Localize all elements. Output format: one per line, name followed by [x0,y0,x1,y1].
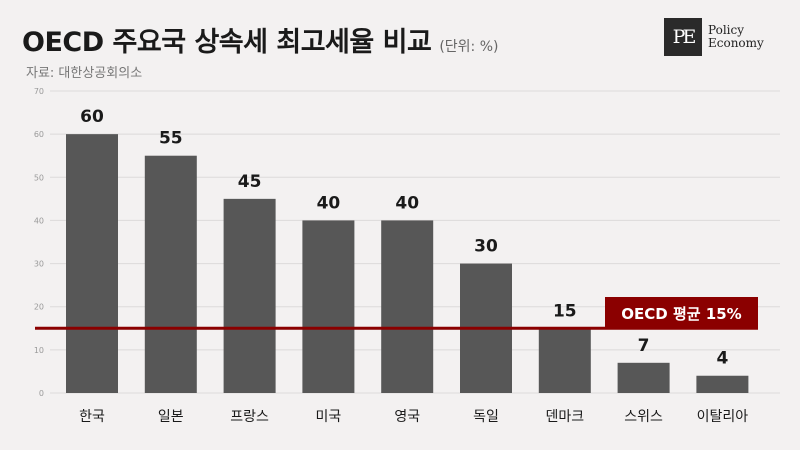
bar-value-label: 40 [317,193,341,213]
x-tick-label: 독일 [473,409,499,425]
logo-line-1: Policy [708,23,744,37]
bar-value-label: 15 [553,301,577,321]
unit-label: (단위: %) [439,39,499,55]
bar [617,362,670,393]
chart-title: OECD 주요국 상속세 최고세율 비교 [22,27,432,58]
x-tick-label: 스위스 [624,409,663,425]
x-tick-label: 덴마크 [545,409,584,425]
logo-line-2: Economy [708,36,764,50]
bar [696,375,749,393]
bar-value-label: 55 [159,129,183,149]
y-tick-label: 30 [34,260,44,269]
bar [381,220,434,393]
y-tick-label: 0 [39,389,44,398]
y-tick-label: 10 [34,346,44,355]
oecd-average-label: OECD 평균 15% [621,305,741,323]
x-tick-label: 한국 [79,409,105,425]
x-tick-label: 일본 [158,409,184,425]
y-tick-label: 50 [34,173,44,182]
bar [223,198,276,393]
y-tick-label: 70 [34,87,44,96]
policy-economy-logo: PE Policy Economy [664,18,764,56]
x-tick-label: 이탈리아 [697,409,749,425]
bar [538,328,591,393]
bar-value-label: 60 [80,107,104,127]
y-tick-label: 20 [34,303,44,312]
x-tick-label: 미국 [316,409,342,425]
bar [302,220,355,393]
bar [144,155,197,393]
logo-text: Policy Economy [708,24,764,50]
bar [66,134,118,393]
bar-value-label: 30 [474,237,498,257]
bar-value-label: 45 [238,172,262,192]
bar-value-label: 4 [716,349,728,369]
logo-mark: PE [664,18,702,56]
title-row: OECD 주요국 상속세 최고세율 비교 (단위: %) [22,20,498,59]
x-tick-label: 영국 [394,409,420,425]
source-label: 자료: 대한상공회의소 [26,66,143,81]
oecd-average-badge [605,297,758,329]
y-tick-label: 60 [34,130,44,139]
x-tick-label: 프랑스 [230,409,269,425]
y-tick-label: 40 [34,216,44,225]
bar-value-label: 40 [395,193,419,213]
bar-value-label: 7 [638,336,650,356]
